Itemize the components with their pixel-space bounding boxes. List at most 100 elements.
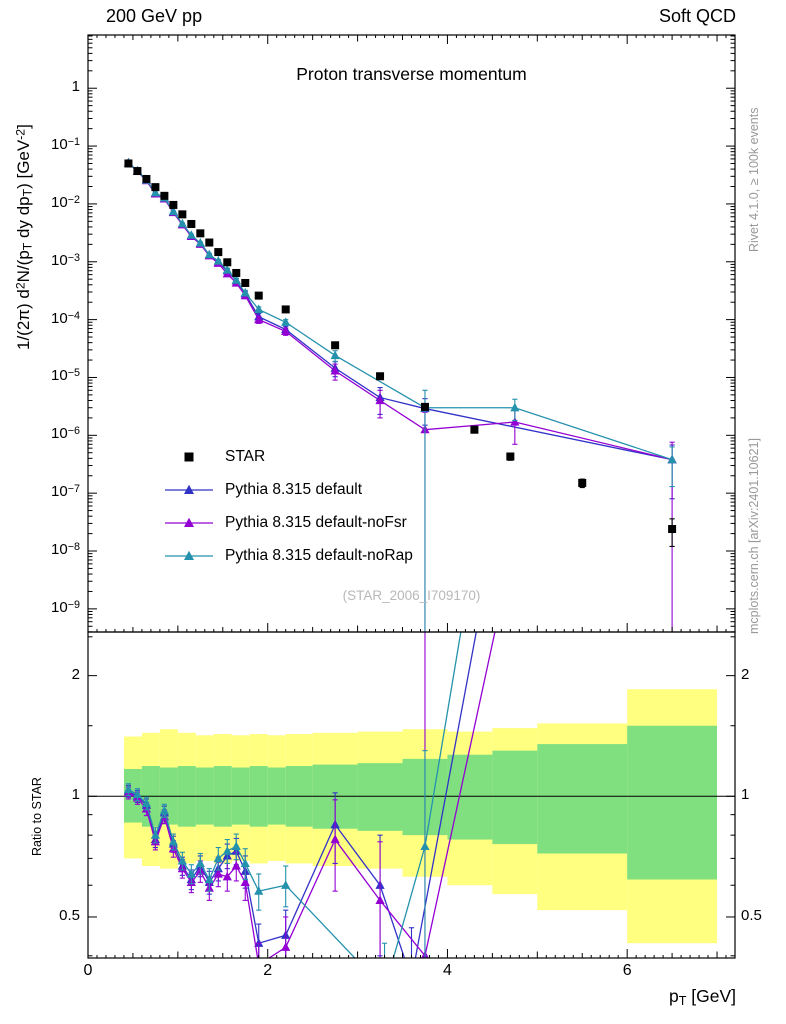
triangle-marker-icon (165, 517, 213, 527)
data-point-triangle (204, 249, 214, 259)
y-tick-label-main: 10−9 (51, 598, 80, 616)
data-point-square (470, 425, 479, 434)
data-point-triangle (141, 798, 152, 808)
data-point-triangle (150, 830, 160, 839)
y-tick-label-ratio-left: 2 (71, 665, 80, 683)
data-point-square (214, 248, 223, 257)
y-tick-label-main: 10−7 (51, 483, 80, 501)
data-point-triangle (281, 880, 291, 889)
y-tick-label-ratio-right: 2 (741, 665, 750, 683)
data-point-triangle (213, 853, 223, 862)
data-point-triangle (281, 326, 291, 336)
main-panel-series (123, 157, 677, 632)
data-point-triangle (177, 855, 187, 865)
data-point-triangle (375, 395, 385, 405)
data-point-triangle (254, 886, 264, 895)
data-point-triangle (510, 402, 520, 412)
data-point-square (254, 291, 263, 300)
y-tick-label-ratio-right: 1 (741, 786, 750, 804)
y-tick-label-main: 10−4 (51, 309, 80, 327)
y-tick-label-ratio-left: 1 (71, 786, 80, 804)
data-point-triangle (375, 895, 385, 904)
data-point-triangle (186, 230, 196, 239)
data-point-triangle (380, 984, 389, 993)
y-tick-label-ratio-left: 0.5 (59, 906, 80, 924)
rivet-version-note: Rivet 4.1.0, ≥ 100k events (747, 107, 761, 252)
legend-item: STAR (163, 440, 413, 473)
legend-label: Pythia 8.315 default (225, 480, 363, 498)
y-tick-label-main: 10−8 (51, 540, 80, 558)
y-tick-label-main: 10−6 (51, 425, 80, 443)
process-group-label: Soft QCD (658, 6, 736, 26)
data-point-triangle (132, 789, 143, 799)
data-point-square (420, 402, 429, 411)
x-tick-label: 0 (83, 962, 93, 979)
data-point-square (376, 372, 385, 381)
ratio-bands (88, 689, 735, 944)
data-point-triangle (330, 365, 340, 375)
data-point-triangle (159, 805, 169, 815)
x-tick-label: 4 (442, 962, 452, 979)
triangle-marker-icon (165, 550, 213, 560)
data-point-square (178, 210, 187, 219)
legend-label: Pythia 8.315 default-noFsr (225, 513, 407, 531)
data-point-square (196, 229, 205, 238)
square-marker-icon (184, 452, 194, 461)
y-tick-label-main: 1 (71, 78, 80, 96)
data-point-triangle (231, 861, 241, 870)
data-point-square (241, 278, 250, 287)
triangle-marker-icon (165, 484, 213, 494)
data-point-square (169, 200, 178, 209)
data-point-triangle (213, 256, 223, 265)
data-point-triangle (204, 874, 214, 884)
data-point-square (331, 341, 340, 350)
data-point-triangle (254, 314, 264, 324)
data-point-triangle (330, 350, 340, 360)
data-point-square (160, 191, 169, 200)
beam-energy-label: 200 GeV pp (106, 6, 203, 26)
y-tick-label-main: 10−1 (51, 135, 80, 154)
x-tick-label: 2 (263, 962, 273, 979)
x-tick-label: 6 (622, 962, 632, 979)
y-tick-label-main: 10−2 (51, 193, 80, 211)
data-point-triangle (177, 218, 187, 228)
data-point-triangle (168, 206, 178, 216)
y-tick-label-main: 10−3 (51, 251, 80, 269)
data-point-triangle (231, 841, 241, 850)
data-point-square (187, 219, 196, 228)
data-point-square (223, 258, 232, 267)
data-point-triangle (222, 846, 232, 855)
y-tick-label-ratio-right: 0.5 (741, 906, 762, 924)
legend: STAR Pythia 8.315 default Pythia 8.315 def… (163, 440, 413, 572)
legend-item: Pythia 8.315 default (163, 473, 413, 506)
data-point-triangle (254, 938, 264, 947)
data-point-square (281, 305, 290, 314)
mcplots-reference-note: mcplots.cern.ch [arXiv:2401.10621] (747, 438, 761, 634)
data-point-triangle (231, 275, 241, 284)
data-point-square (205, 238, 214, 247)
legend-item: Pythia 8.315 default-noFsr (163, 506, 413, 539)
legend-item: Pythia 8.315 default-noRap (163, 539, 413, 572)
data-point-triangle (150, 187, 160, 197)
data-point-triangle (222, 265, 232, 274)
data-point-triangle (420, 841, 430, 850)
data-point-triangle (281, 942, 291, 951)
ratio-panel-series (123, 632, 496, 993)
data-point-square (124, 159, 133, 168)
data-point-triangle (281, 317, 291, 326)
data-point-triangle (330, 834, 340, 844)
x-axis-label: pT [GeV] (668, 986, 736, 1008)
data-point-square (133, 167, 142, 176)
page-title: Proton transverse momentum (296, 64, 527, 84)
data-point-square (578, 478, 587, 487)
data-point-triangle (213, 868, 223, 878)
data-point-triangle (168, 836, 178, 846)
data-point-triangle (240, 858, 250, 868)
data-point-triangle (222, 871, 232, 881)
data-point-triangle (123, 784, 134, 794)
y-tick-label-main: 10−5 (51, 367, 80, 385)
legend-label: Pythia 8.315 default-noRap (225, 546, 413, 564)
data-point-square (151, 183, 160, 192)
